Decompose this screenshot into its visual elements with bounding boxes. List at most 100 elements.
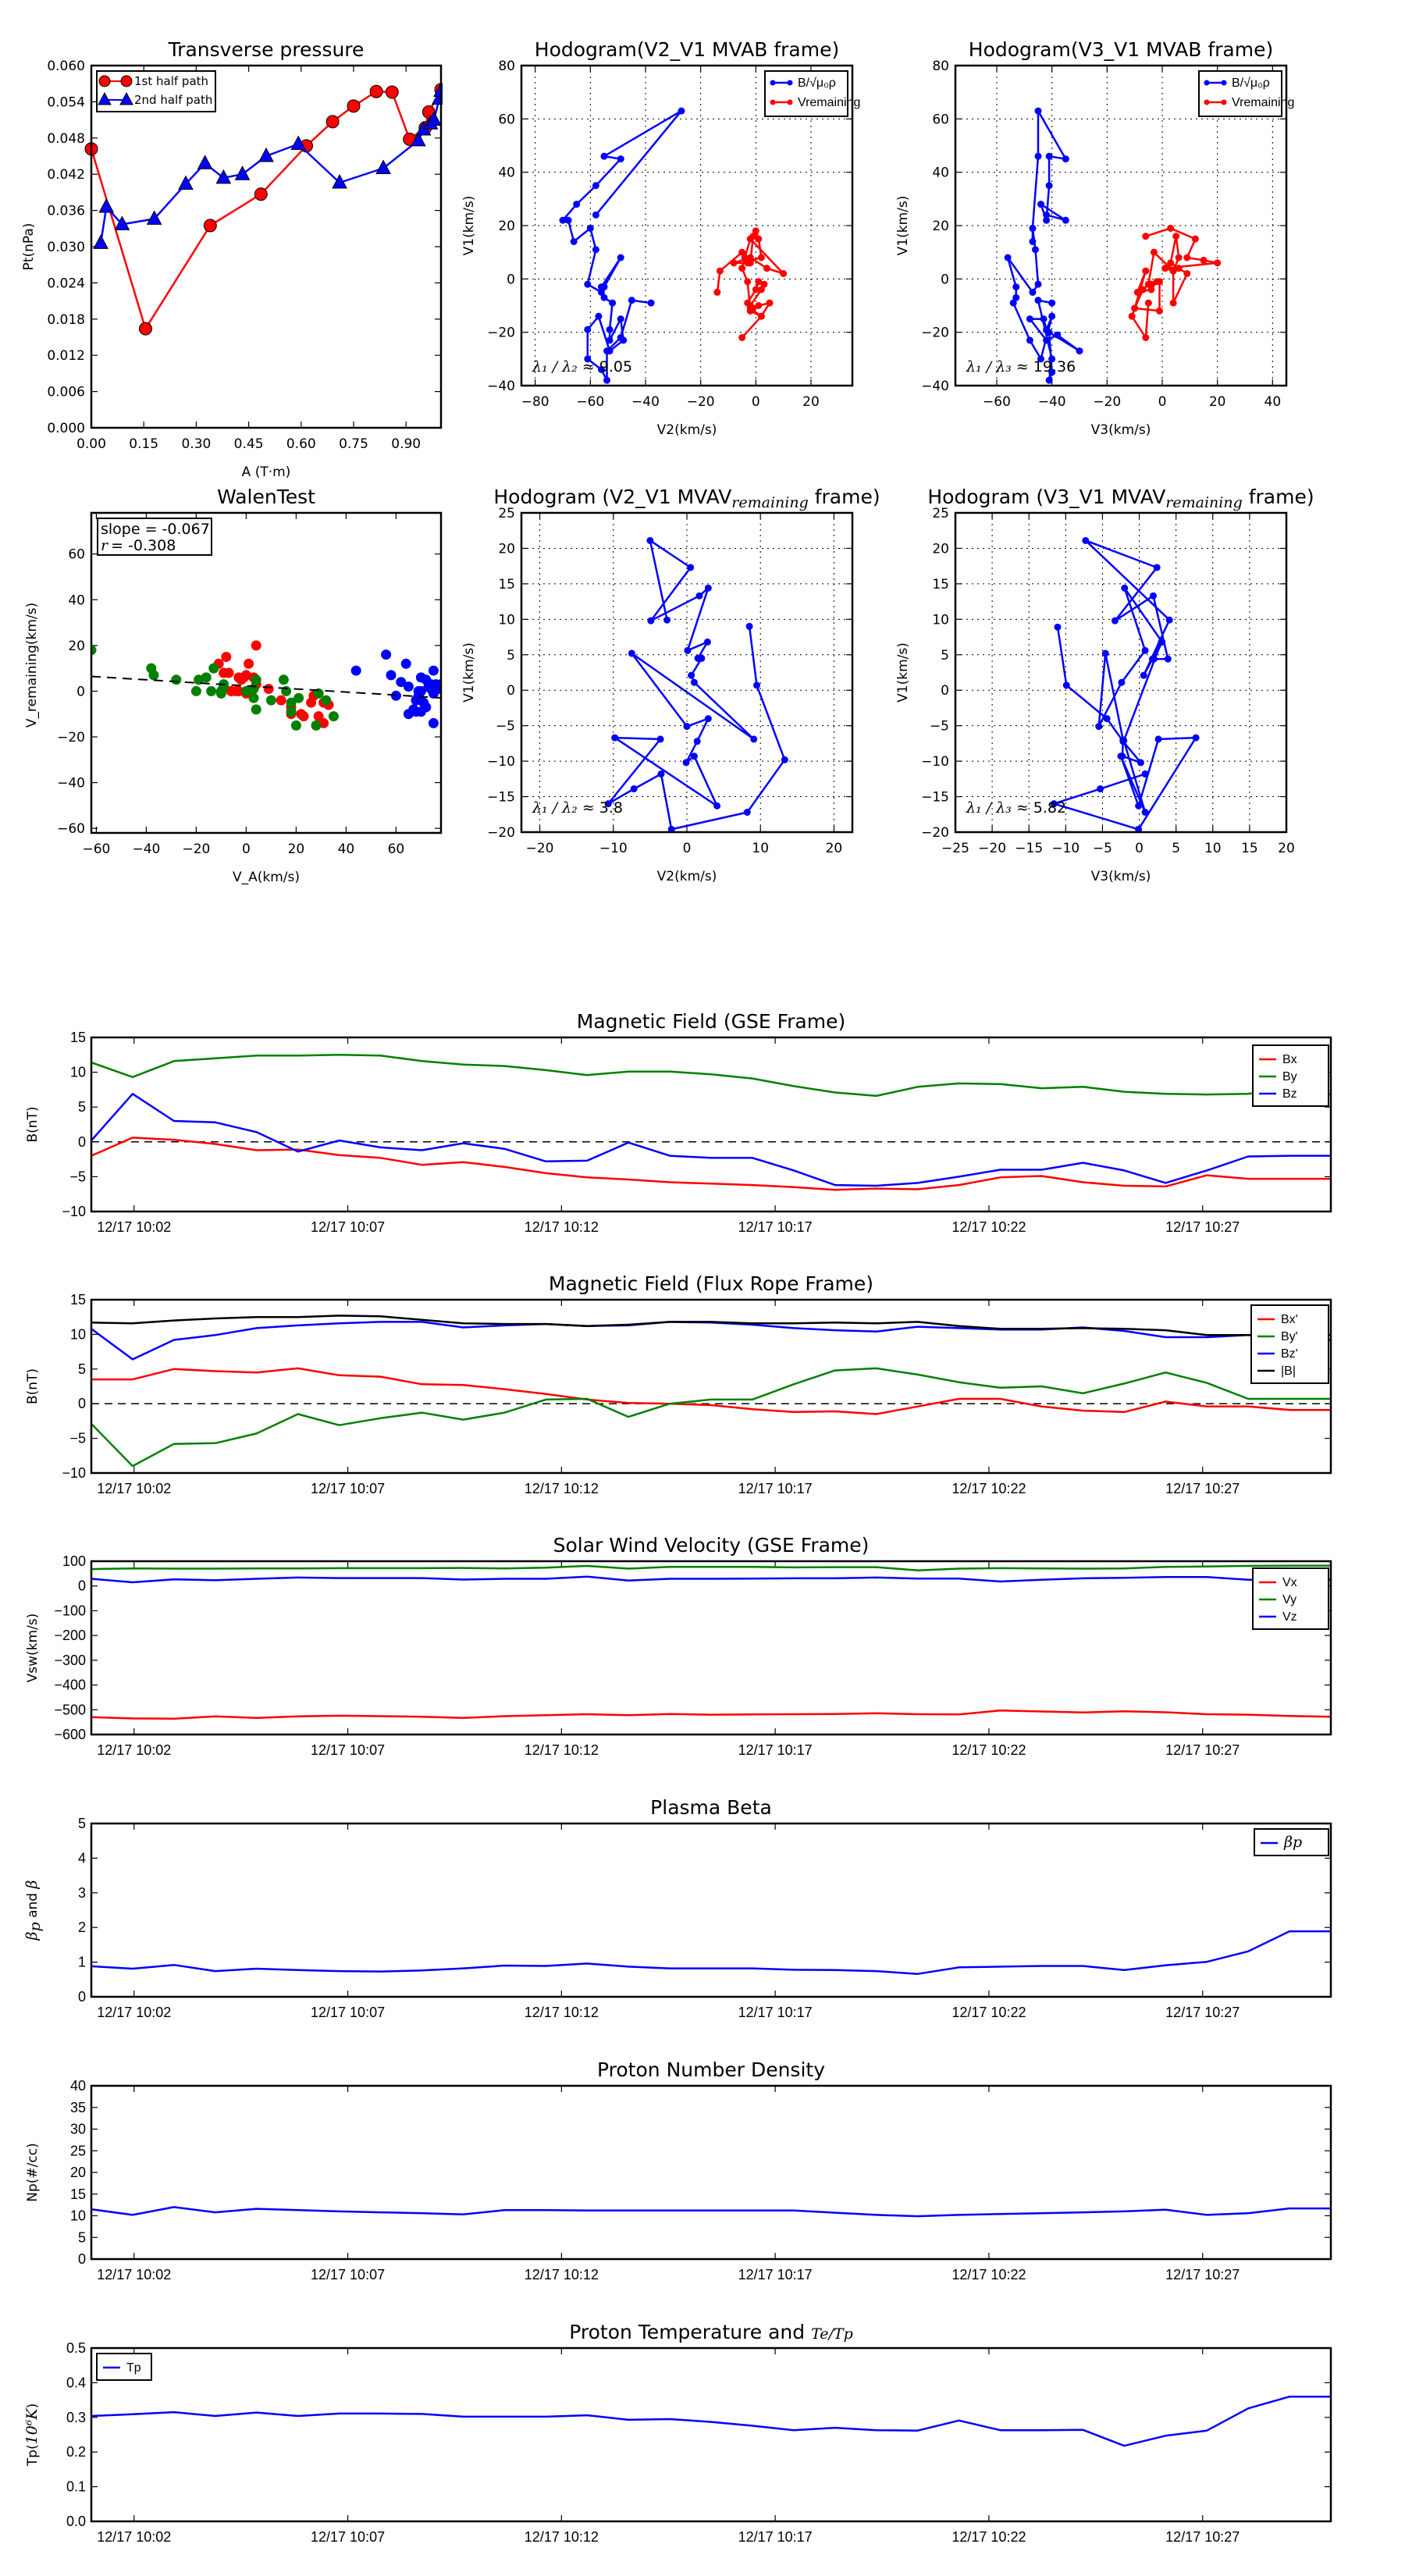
data-point-blue [606,326,614,333]
y-tick-label: 5 [78,1099,86,1115]
x-tick-label: 12/17 10:02 [97,2267,171,2282]
legend-label: Vremaining [798,96,860,109]
x-tick-label: −60 [576,394,604,410]
y-tick-label: −500 [54,1702,86,1717]
data-point-blue [647,299,655,307]
data-point-red [757,286,765,294]
data-point-blue [1026,336,1033,344]
data-point-red [1167,224,1175,232]
data-point-blue [1095,723,1103,731]
plot-area [84,82,443,336]
data-point-2nd-half [197,155,213,169]
legend-marker [770,99,776,105]
data-point-blue [694,654,702,662]
title-suffix: frame) [1243,486,1314,508]
data-point-blue [1097,785,1104,793]
y-tick-label: 30 [70,2122,86,2137]
x-tick-label: 12/17 10:27 [1165,2529,1240,2545]
data-point-blue [1034,280,1042,288]
data-point-blue [600,152,608,160]
data-point-green [248,692,259,703]
legend-label: B/√μ₀ρ [1232,76,1270,90]
data-point-blue [1054,623,1062,631]
legend-label: B/√μ₀ρ [798,76,836,90]
series-line-red [716,229,784,339]
data-point-blue [1135,825,1143,833]
y-tick-label: −15 [921,790,949,806]
data-point-red [755,278,763,286]
data-point-blue [428,717,439,728]
data-point-green [311,720,322,731]
y-tick-label: 15 [70,1292,86,1308]
data-point-blue [1029,288,1037,296]
data-point-red [763,265,770,272]
y-tick-label: −15 [487,790,515,806]
data-point-2nd-half [215,169,232,184]
data-point-blue [1121,584,1129,592]
x-tick-label: 20 [288,841,305,857]
r-text: r = -0.308 [101,537,176,554]
data-point-blue [1045,376,1053,384]
data-point-blue [690,753,698,760]
legend-marker-1st [120,75,133,87]
data-point-2nd-half [178,175,194,190]
data-point-red [1142,334,1150,341]
data-point-red [749,304,757,312]
plot-frame [90,1298,1332,1475]
regression-line [91,675,441,699]
y-tick-label: −20 [487,825,515,841]
data-point-blue [1034,107,1042,115]
chart-title: Solar Wind Velocity (GSE Frame) [553,1534,870,1557]
data-point-red [738,265,746,272]
legend-marker [787,80,793,86]
title-prefix: Hodogram (V3_V1 MVAV [927,486,1165,508]
data-point-red [780,270,788,277]
data-point-red [226,685,237,696]
series-line-Bz' [91,1321,1331,1361]
eigenvalue-ratio: λ₁ / λ₂ ≈3.8 [532,799,623,817]
y-tick-label: 0.0 [66,2514,86,2529]
y-tick-label: −20 [921,326,949,341]
y-tick-label: 0.1 [66,2479,86,2495]
data-point-red [741,254,749,262]
x-tick-label: 40 [338,841,355,857]
x-axis-label: V3(km/s) [1091,422,1151,438]
y-tick-label: −20 [921,825,949,841]
ylabel-sub: p [27,1922,44,1931]
legend-label: Bx' [1281,1313,1298,1326]
legend-label: |B| [1281,1364,1296,1378]
y-tick-label: 40 [70,2078,86,2094]
y-tick-label: 0.006 [47,385,85,400]
data-point-blue [400,658,411,669]
y-tick-label: 20 [932,219,949,234]
x-axis-label: A (T·m) [242,464,291,480]
data-point-blue [646,536,654,544]
y-tick-label: 0 [78,1989,86,2005]
series-line-Bx' [91,1367,1331,1415]
plot-frame [954,511,1288,834]
y-axis-label: V1(km/s) [461,196,477,256]
legend-marker [770,80,776,86]
ratio-value: 19.36 [1033,358,1076,375]
y-tick-label: 10 [70,2208,86,2224]
plot-frame [954,64,1288,387]
eigenvalue-ratio: λ₁ / λ₃ ≈19.36 [966,358,1076,375]
data-point-blue [683,723,691,731]
y-tick-label: −40 [57,776,85,792]
r-value: = -0.308 [111,537,176,554]
data-point-1st-half [385,85,399,99]
legend-marker [787,99,793,105]
data-point-green [208,663,219,674]
y-tick-label: 5 [941,648,949,664]
data-point-blue [682,759,690,767]
data-point-blue [586,224,594,232]
ylabel-math: 10⁶K [23,2407,41,2445]
plot-frame [90,64,443,429]
series-line-By' [91,1367,1331,1468]
data-point-red [298,711,309,722]
data-point-blue [1164,655,1172,663]
data-point-green [321,695,332,706]
y-tick-label: 20 [498,541,515,557]
y-tick-label: 0 [941,683,949,699]
